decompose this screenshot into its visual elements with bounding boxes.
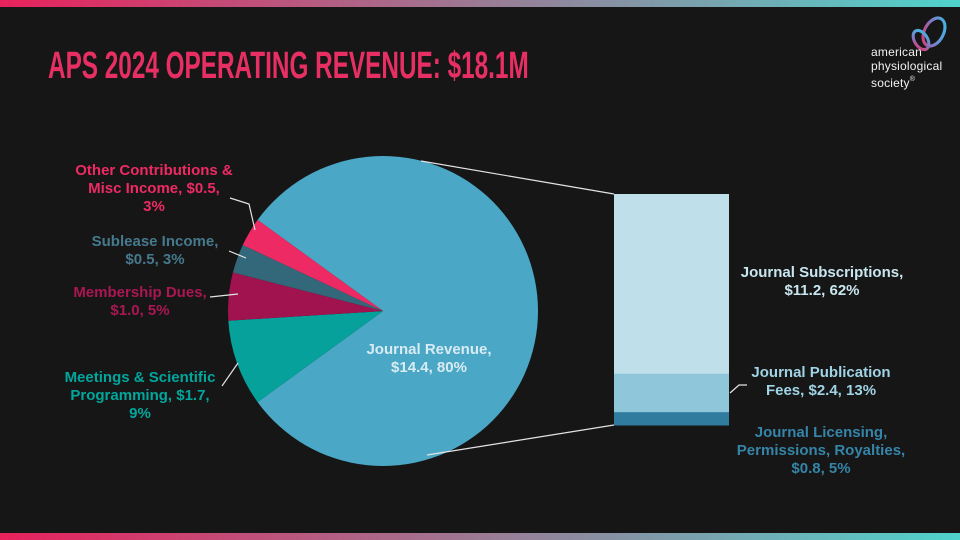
pie-to-bar-connector-top <box>420 160 615 195</box>
label-line: Permissions, Royalties, <box>736 442 906 459</box>
bottom-accent-gradient-bar <box>0 533 960 540</box>
label-line: Programming, $1.7, <box>70 387 210 404</box>
pie-label-other-contributions: Other Contributions & Misc Income, $0.5,… <box>48 162 260 216</box>
logo-line-1: american <box>871 45 922 59</box>
label-line: $1.0, 5% <box>110 302 170 319</box>
bar-label-journal-publication-fees: Journal Publication Fees, $2.4, 13% <box>718 364 924 400</box>
label-line: Journal Revenue, <box>366 341 492 358</box>
bar-segment-journal-publication-fees <box>614 373 729 413</box>
label-line: Journal Licensing, <box>754 424 888 441</box>
label-line: $0.5, 3% <box>125 251 185 268</box>
label-line: $11.2, 62% <box>784 282 860 299</box>
top-accent-gradient-bar <box>0 0 960 7</box>
logo-line-3-text: society <box>871 76 910 90</box>
label-line: Meetings & Scientific <box>64 369 216 386</box>
leader-membership-dues <box>209 293 239 298</box>
pie-slice-membership-dues <box>228 272 383 321</box>
registered-mark: ® <box>909 76 916 83</box>
label-line: Fees, $2.4, 13% <box>765 382 877 399</box>
leader-other-contributions <box>229 197 256 231</box>
pie-label-journal-revenue: Journal Revenue, $14.4, 80% <box>329 341 529 377</box>
label-line: 3% <box>143 198 165 215</box>
bar-label-journal-subscriptions: Journal Subscriptions, $11.2, 62% <box>710 264 934 300</box>
label-line: $14.4, 80% <box>391 359 467 376</box>
bar-segment-journal-subscriptions <box>614 194 729 375</box>
logo-wordmark: american physiological society® <box>871 45 942 90</box>
leader-meetings <box>221 362 239 387</box>
label-line: 9% <box>129 405 151 422</box>
label-line: Membership Dues, <box>73 284 207 301</box>
logo-line-3: society® <box>871 73 942 90</box>
leader-sublease-income <box>228 250 247 259</box>
label-line: Journal Subscriptions, <box>740 264 904 281</box>
breakdown-bar <box>614 194 729 426</box>
pie-chart <box>228 156 539 466</box>
aps-heart-icon <box>911 16 947 52</box>
pie-slice-sublease-income <box>232 245 383 311</box>
pie-slice-journal-revenue <box>257 156 539 466</box>
label-line: Misc Income, $0.5, <box>88 180 220 197</box>
pie-label-meetings-scientific: Meetings & Scientific Programming, $1.7,… <box>34 369 246 423</box>
label-line: Sublease Income, <box>91 233 219 250</box>
bar-segment-journal-licensing-permissions-royalties <box>614 412 729 426</box>
pie-slice-meetings-scientific-programming <box>228 311 383 403</box>
bar-label-journal-licensing: Journal Licensing, Permissions, Royaltie… <box>706 424 936 478</box>
pie-to-bar-connector-bottom <box>426 424 615 456</box>
pie-label-sublease-income: Sublease Income, $0.5, 3% <box>50 233 260 269</box>
label-line: Other Contributions & <box>75 162 233 179</box>
logo-line-2: physiological <box>871 59 943 73</box>
pie-label-membership-dues: Membership Dues, $1.0, 5% <box>36 284 244 320</box>
slide-title: APS 2024 OPERATING REVENUE: $18.1M <box>48 45 529 87</box>
leader-publication-fees <box>729 384 747 394</box>
label-line: Journal Publication <box>751 364 891 381</box>
label-line: $0.8, 5% <box>791 460 851 477</box>
pie-slice-other-contributions-misc-income <box>242 219 383 311</box>
